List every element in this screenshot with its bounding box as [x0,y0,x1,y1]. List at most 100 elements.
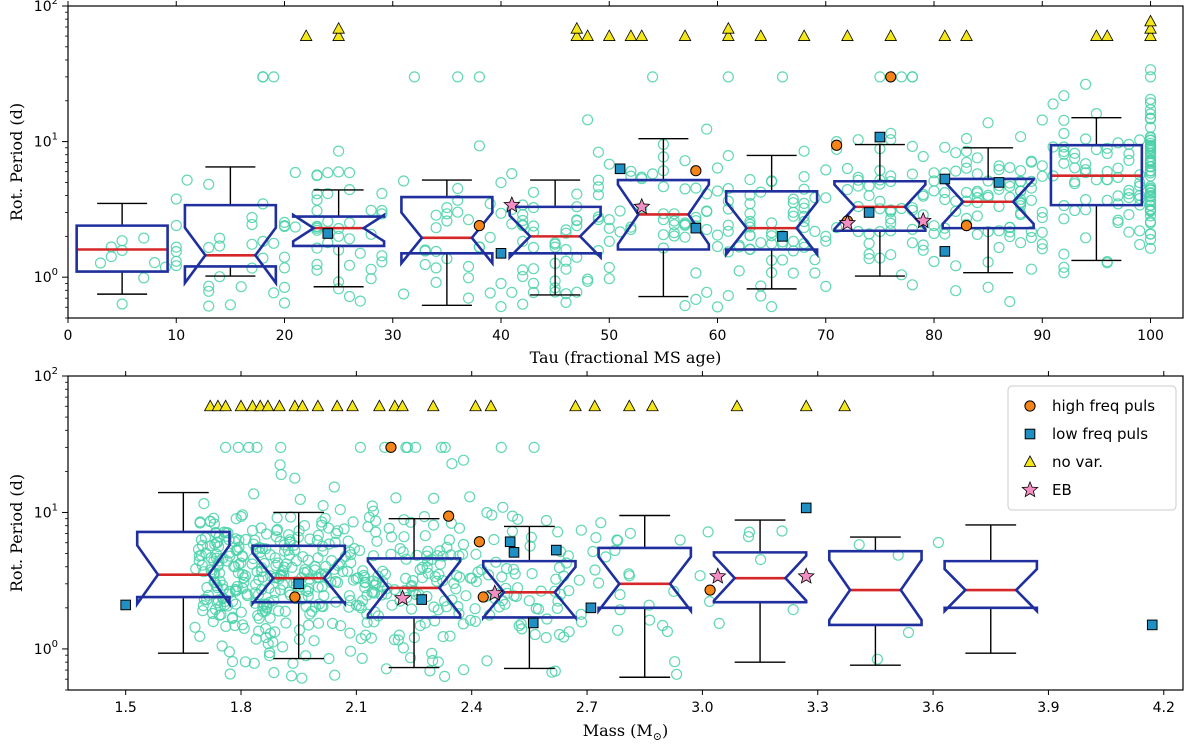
low-freq-point [777,231,788,242]
background-point [268,666,280,679]
background-point [213,540,225,553]
background-point [462,260,475,273]
no-var-point [484,399,498,412]
background-point [722,290,734,302]
background-point [1058,90,1070,102]
background-point [722,246,734,258]
background-point [1134,134,1146,146]
background-point [470,548,482,560]
background-point [495,277,507,290]
low-freq-point [585,602,597,614]
background-point [181,174,193,186]
background-point [370,526,382,538]
background-point [204,540,217,552]
background-point [527,263,540,275]
background-point [971,168,983,180]
low-freq-point [527,617,539,629]
background-point [466,572,478,584]
background-point [437,630,449,643]
background-point [268,237,280,249]
background-point [1079,158,1092,170]
background-point [1036,243,1048,255]
background-point [711,185,724,197]
background-point [441,215,453,227]
background-point [506,525,519,538]
background-point [515,618,527,630]
background-point [457,618,469,630]
box-7 [827,536,923,666]
box-body [75,224,169,273]
background-point [744,230,756,242]
no-var-point [388,399,402,412]
background-point [1144,153,1157,166]
background-point [424,665,436,677]
background-point [895,269,908,281]
axes-frame [67,375,1184,691]
background-point [960,133,973,145]
y-tick-label: 101 [34,502,58,521]
background-point [294,493,306,505]
low-freq-point [614,163,626,175]
background-point [270,531,282,543]
background-point [863,253,875,265]
background-point [316,581,328,593]
background-point [368,587,381,599]
background-point [1101,194,1113,206]
background-point [289,221,301,233]
background-point [211,582,223,594]
background-point [94,257,107,269]
background-point [367,550,379,562]
background-point [318,589,330,602]
plot-area [75,14,1157,313]
background-point [354,247,366,259]
background-point [343,601,355,613]
background-point [419,530,431,542]
background-point [289,166,301,179]
background-point [1014,237,1027,249]
background-point [451,570,463,582]
x-tick-label: 2.7 [576,700,598,716]
background-point [347,516,359,528]
background-points [189,441,945,684]
background-point [1123,148,1135,160]
background-point [194,630,206,643]
eb-point [838,214,857,231]
background-point [238,576,250,589]
background-point [195,534,207,546]
no-var-point [253,399,267,412]
background-point [722,225,734,237]
background-point [1144,134,1157,146]
background-point [885,213,897,225]
background-point [902,626,915,639]
background-point [278,561,290,573]
background-point [1036,114,1048,126]
background-point [343,590,355,602]
background-point [1014,175,1027,188]
background-point [1101,147,1113,160]
background-point [208,512,220,524]
background-point [260,631,272,644]
background-point [863,190,875,202]
background-point [743,526,756,538]
background-point [1123,154,1135,166]
background-point [268,71,280,83]
eb-point [797,567,815,584]
background-point [441,208,453,220]
low-freq-point [120,599,131,611]
x-tick-label: 4.2 [1153,700,1175,716]
no-var-point [622,399,636,412]
x-tick-label: 10 [167,328,185,344]
background-point [776,525,788,537]
background-point [204,515,216,528]
background-point [495,301,507,313]
background-point [469,615,481,628]
background-point [1058,248,1070,260]
background-point [312,617,325,629]
background-point [669,656,681,668]
box-9 [941,147,1035,274]
no-var-point [396,399,409,412]
background-point [527,241,540,254]
no-var-point [799,399,813,412]
background-point [744,215,756,227]
background-point [392,634,404,646]
